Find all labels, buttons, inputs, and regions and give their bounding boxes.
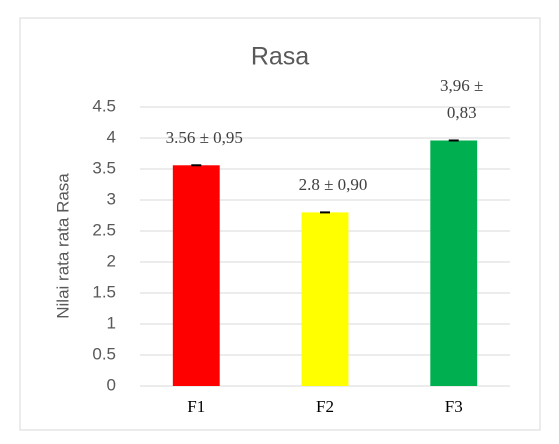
- bar: [301, 212, 349, 386]
- y-tick-label: 2: [107, 251, 116, 270]
- y-tick-label: 4.5: [92, 96, 116, 115]
- x-tick-label: F1: [187, 397, 205, 416]
- y-tick-label: 0: [107, 375, 116, 394]
- bar: [172, 165, 220, 386]
- y-tick-label: 2.5: [92, 220, 116, 239]
- y-axis-label: Nilai rata rata Rasa: [53, 173, 72, 319]
- bar: [430, 140, 478, 386]
- y-tick-label: 1.5: [92, 282, 116, 301]
- y-tick-label: 3.5: [92, 158, 116, 177]
- value-label: 3.56 ± 0,95: [165, 128, 243, 148]
- y-tick-label: 4: [107, 127, 116, 146]
- value-label: 2.8 ± 0,90: [298, 175, 368, 195]
- x-tick-label: F3: [445, 397, 463, 416]
- y-tick-label: 1: [107, 313, 116, 332]
- value-label: 3,96 ± 0,83: [440, 76, 484, 123]
- x-tick-label: F2: [316, 397, 334, 416]
- y-tick-label: 0.5: [92, 344, 116, 363]
- y-tick-label: 3: [107, 189, 116, 208]
- chart-title: Rasa: [251, 43, 309, 71]
